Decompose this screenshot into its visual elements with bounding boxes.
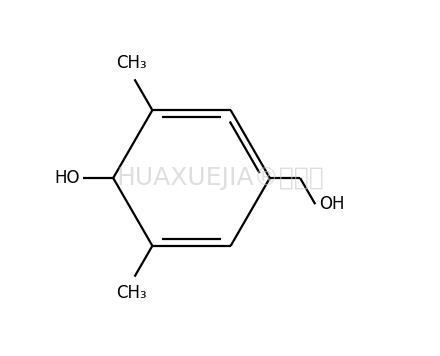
Text: CH₃: CH₃ [116,284,147,302]
Text: OH: OH [319,195,344,213]
Text: HO: HO [55,169,80,187]
Text: HUAXUEJIA®化学加: HUAXUEJIA®化学加 [116,166,324,190]
Text: CH₃: CH₃ [116,54,147,72]
